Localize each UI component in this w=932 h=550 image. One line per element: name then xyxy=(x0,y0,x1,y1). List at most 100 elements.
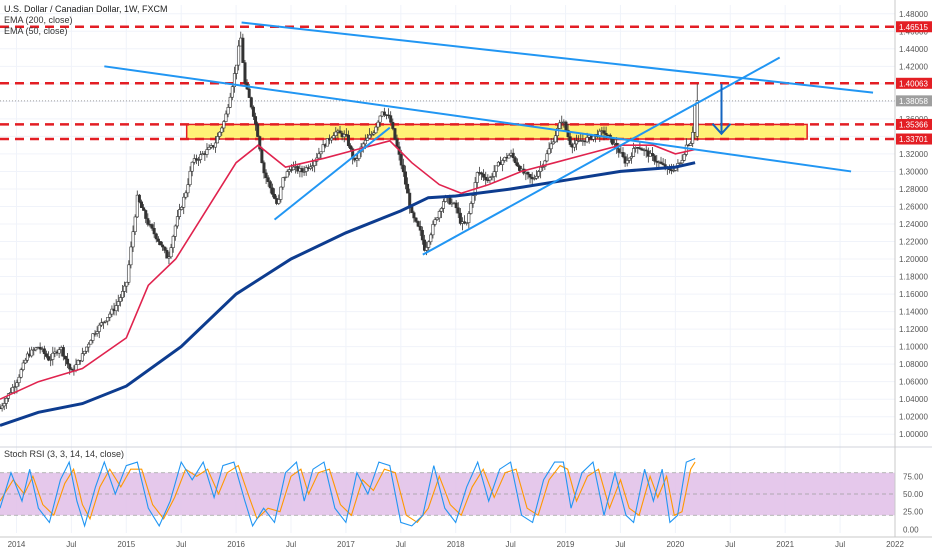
candle-body xyxy=(604,133,608,136)
price-tick-10: 1.20000 xyxy=(899,255,928,264)
candle-body xyxy=(23,359,27,364)
candle-body xyxy=(108,313,112,318)
candle-body xyxy=(226,107,230,115)
price-tick-3: 1.06000 xyxy=(899,378,928,387)
candle-body xyxy=(566,129,570,138)
candle-body xyxy=(256,123,260,137)
candle-body xyxy=(684,144,688,155)
candle-body xyxy=(199,154,203,160)
time-tick-1: Jul xyxy=(66,540,76,549)
trendline-0 xyxy=(241,21,874,94)
candle-body xyxy=(230,86,234,98)
time-tick-16: 2022 xyxy=(886,540,904,549)
candle-body xyxy=(416,221,420,227)
time-tick-9: Jul xyxy=(506,540,516,549)
candle-body xyxy=(368,134,372,139)
candle-body xyxy=(490,176,494,178)
candle-body xyxy=(355,158,359,161)
candle-body xyxy=(425,247,429,251)
candle-body xyxy=(501,160,505,165)
candle-body xyxy=(188,170,192,185)
candle-body xyxy=(334,131,338,136)
level-tag-2-bg xyxy=(896,118,932,130)
candle-body xyxy=(260,148,264,163)
oscillator-legend: Stoch RSI (3, 3, 14, 14, close) xyxy=(4,449,124,460)
candle-body xyxy=(224,113,228,122)
candle-body xyxy=(146,218,150,225)
candle-body xyxy=(482,173,486,178)
candle-body xyxy=(370,133,374,136)
candle-body xyxy=(283,176,287,179)
candle-body xyxy=(319,151,323,155)
candle-body xyxy=(617,148,621,153)
candle-body xyxy=(412,212,416,219)
price-candles xyxy=(0,31,699,412)
candle-body xyxy=(97,324,101,332)
candle-body xyxy=(644,149,648,152)
time-tick-10: 2019 xyxy=(557,540,575,549)
candle-body xyxy=(142,207,146,211)
candle-body xyxy=(344,134,348,136)
candle-body xyxy=(241,37,245,63)
candle-body xyxy=(95,331,99,334)
candle-body xyxy=(422,239,426,251)
candle-body xyxy=(144,210,148,219)
time-tick-7: Jul xyxy=(396,540,406,549)
candle-body xyxy=(651,153,655,157)
candle-body xyxy=(180,207,184,210)
time-tick-15: Jul xyxy=(835,540,845,549)
candle-body xyxy=(629,156,633,159)
candle-body xyxy=(689,143,693,146)
candle-body xyxy=(19,369,23,378)
candle-body xyxy=(693,105,697,133)
candle-body xyxy=(123,285,127,292)
candle-body xyxy=(47,356,51,361)
candle-body xyxy=(545,153,549,162)
candle-body xyxy=(365,137,369,141)
candle-body xyxy=(76,360,80,365)
candle-body xyxy=(85,346,89,352)
candle-body xyxy=(139,201,143,208)
candle-body xyxy=(57,349,61,354)
candle-body xyxy=(376,121,380,128)
candle-body xyxy=(156,238,160,242)
candle-body xyxy=(471,195,475,204)
candle-body xyxy=(311,165,315,168)
level-tag-2-label: 1.35366 xyxy=(899,120,928,129)
candle-body xyxy=(135,194,139,218)
trendline-1 xyxy=(104,65,852,173)
candle-body xyxy=(163,246,167,251)
price-tick-4: 1.08000 xyxy=(899,360,928,369)
candle-body xyxy=(89,340,93,345)
candle-body xyxy=(11,387,15,393)
candle-body xyxy=(393,128,397,140)
candle-body xyxy=(507,155,511,159)
candle-body xyxy=(167,256,171,259)
candle-body xyxy=(68,363,72,370)
candle-body xyxy=(638,147,642,150)
candle-body xyxy=(213,142,217,148)
osc-tick-3: 75.00 xyxy=(903,472,924,481)
candle-body xyxy=(682,154,686,161)
candle-body xyxy=(441,201,445,209)
candle-body xyxy=(120,291,124,298)
time-tick-0: 2014 xyxy=(8,540,26,549)
chart-legend: U.S. Dollar / Canadian Dollar, 1W, FXCM … xyxy=(4,4,168,37)
candle-body xyxy=(414,217,418,222)
candle-body xyxy=(186,184,190,194)
legend-stoch-rsi: Stoch RSI (3, 3, 14, 14, close) xyxy=(4,449,125,459)
time-tick-3: Jul xyxy=(176,540,186,549)
price-tick-13: 1.26000 xyxy=(899,202,928,211)
candle-body xyxy=(304,167,308,172)
candle-body xyxy=(228,96,232,108)
candle-body xyxy=(61,347,65,357)
projection-arrow xyxy=(711,83,732,136)
candle-body xyxy=(15,382,19,388)
candle-body xyxy=(556,128,560,137)
candle-body xyxy=(197,159,201,161)
candle-body xyxy=(454,202,458,209)
time-tick-14: 2021 xyxy=(776,540,794,549)
candle-body xyxy=(480,172,484,175)
horizontal-levels xyxy=(0,25,895,141)
candle-body xyxy=(431,224,435,236)
